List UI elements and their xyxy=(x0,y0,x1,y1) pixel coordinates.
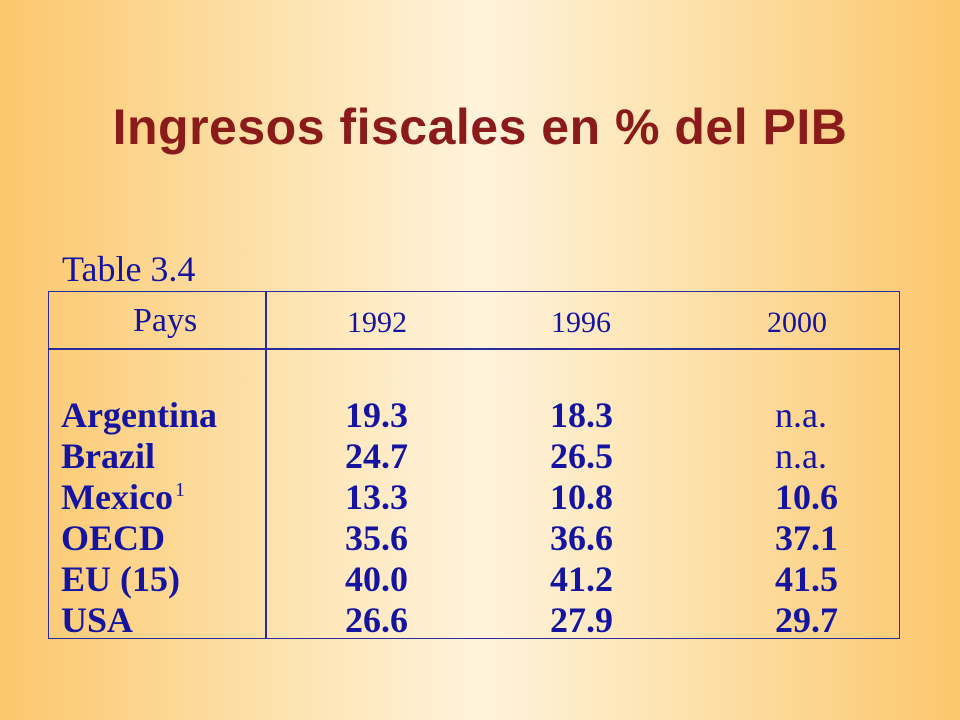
header-year-1996: 1996 xyxy=(551,306,611,339)
country-name: USA xyxy=(61,600,134,640)
slide-title: Ingresos fiscales en % del PIB xyxy=(112,99,848,155)
table-row: Mexico 1 13.3 10.8 10.6 xyxy=(49,476,899,518)
value-1996: 10.8 xyxy=(550,477,613,517)
value-2000: 10.6 xyxy=(775,477,838,517)
tax-revenue-table: Pays 1992 1996 2000 Argentina 19.3 18.3 … xyxy=(48,291,900,640)
table-row: USA 26.6 27.9 29.7 xyxy=(49,599,899,640)
value-2000: 29.7 xyxy=(775,600,838,640)
value-1992: 24.7 xyxy=(345,436,408,476)
value-2000: 37.1 xyxy=(775,518,838,558)
header-year-1992: 1992 xyxy=(347,306,407,339)
country-name: Brazil xyxy=(61,436,155,476)
value-1992: 13.3 xyxy=(345,477,408,517)
value-2000: n.a. xyxy=(775,395,827,435)
table-row: Brazil 24.7 26.5 n.a. xyxy=(49,435,899,476)
table-row: EU (15) 40.0 41.2 41.5 xyxy=(49,558,899,599)
value-1992: 26.6 xyxy=(345,600,408,640)
country-name-cell: Mexico 1 xyxy=(61,476,185,518)
table-caption: Table 3.4 xyxy=(62,249,196,289)
value-1992: 19.3 xyxy=(345,395,408,435)
value-1996: 18.3 xyxy=(550,395,613,435)
footnote-marker: 1 xyxy=(174,479,185,501)
value-1996: 27.9 xyxy=(550,600,613,640)
country-name: EU (15) xyxy=(61,559,180,599)
country-name: OECD xyxy=(61,518,166,558)
table-row: OECD 35.6 36.6 37.1 xyxy=(49,517,899,558)
country-name: Mexico xyxy=(61,477,173,517)
value-2000: 41.5 xyxy=(775,559,838,599)
value-1996: 36.6 xyxy=(550,518,613,558)
value-1992: 40.0 xyxy=(345,559,408,599)
value-1996: 26.5 xyxy=(550,436,613,476)
table-row: Argentina 19.3 18.3 n.a. xyxy=(49,394,899,435)
column-divider xyxy=(265,292,267,638)
value-1992: 35.6 xyxy=(345,518,408,558)
value-2000: n.a. xyxy=(775,436,827,476)
header-divider xyxy=(49,348,899,350)
header-year-2000: 2000 xyxy=(767,306,827,339)
country-name: Argentina xyxy=(61,395,217,435)
value-1996: 41.2 xyxy=(550,559,613,599)
header-country: Pays xyxy=(133,302,198,339)
